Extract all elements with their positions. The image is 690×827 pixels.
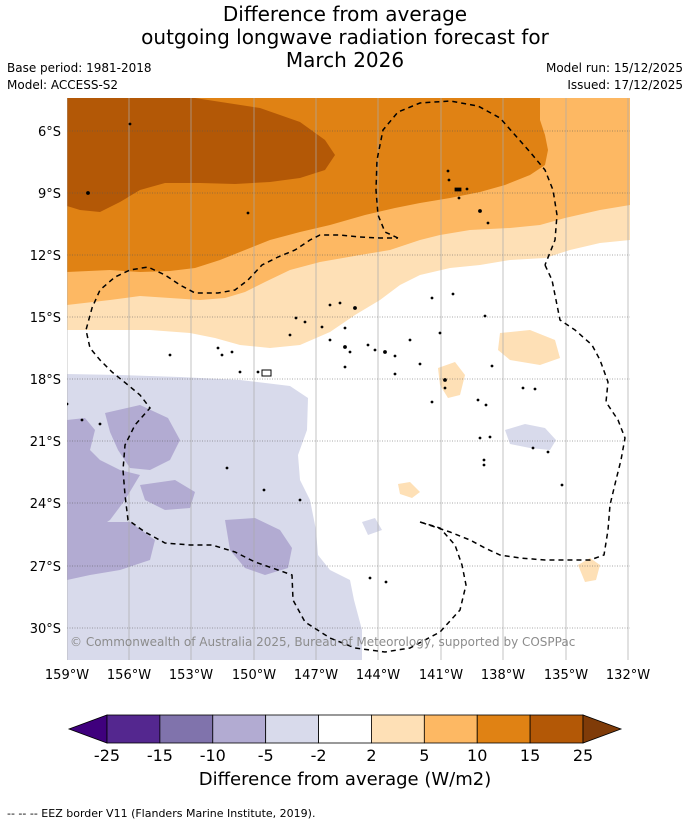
lon-label-141w: 141°W <box>419 668 463 683</box>
colorbar-segment <box>476 714 531 744</box>
eez-legend: -- -- -- EEZ border V11 (Flanders Marine… <box>7 807 316 820</box>
title-line-3: March 2026 <box>285 48 405 72</box>
contour-neg5-neg10-c <box>140 480 195 510</box>
colorbar-tick-label: 2 <box>366 746 376 765</box>
colorbar-tick-label: -5 <box>258 746 274 765</box>
map-area: © Commonwealth of Australia 2025, Bureau… <box>67 98 630 660</box>
copyright-text: © Commonwealth of Australia 2025, Bureau… <box>70 635 575 649</box>
colorbar-tick-label: 10 <box>467 746 487 765</box>
issued-date: Issued: 17/12/2025 <box>567 78 683 92</box>
colorbar-tick-label: -25 <box>94 746 120 765</box>
colorbar-label: Difference from average (W/m2) <box>198 769 492 790</box>
colorbar-tick-label: 25 <box>573 746 593 765</box>
contour-neg5-neg10-e <box>225 518 292 575</box>
colorbar: -25 -15 -10 -5 -2 2 5 10 15 25 <box>67 714 623 765</box>
model-run: Model run: 15/12/2025 <box>545 61 683 75</box>
lon-label-147w: 147°W <box>294 668 338 683</box>
meta-right: Model run: 15/12/2025 Issued: 17/12/2025 <box>546 60 683 94</box>
colorbar-segment <box>212 714 267 744</box>
colorbar-tick-label: -10 <box>200 746 226 765</box>
colorbar-tick-label: 5 <box>419 746 429 765</box>
lon-label-153w: 153°W <box>169 668 213 683</box>
contour-2-5-patch-a <box>498 330 560 365</box>
contour-2-5-patch-d <box>578 558 600 582</box>
lat-label-15s: 15°S <box>30 311 61 326</box>
colorbar-segment <box>159 714 214 744</box>
contour-neg2-patch-east <box>505 424 556 450</box>
contour-neg2-patch-mid <box>362 518 382 535</box>
colorbar-segment <box>423 714 478 744</box>
colorbar-arrow-high <box>582 714 623 744</box>
colorbar-segment <box>371 714 425 744</box>
title-line-2: outgoing longwave radiation forecast for <box>141 25 549 49</box>
colorbar-segment <box>529 714 584 744</box>
colorbar-segment <box>106 714 161 744</box>
contour-neg5-neg10-a <box>67 418 140 540</box>
lon-label-159w: 159°W <box>45 668 89 683</box>
lon-label-135w: 135°W <box>544 668 588 683</box>
colorbar-segment <box>265 714 319 744</box>
contour-15-25 <box>67 98 335 212</box>
colorbar-tick-label: -15 <box>147 746 173 765</box>
colorbar-segment <box>318 714 372 744</box>
eez-borders <box>85 100 626 653</box>
model-name: Model: ACCESS-S2 <box>7 78 119 92</box>
contour-neg5-neg10-d <box>67 522 155 580</box>
chart-title: Difference from average outgoing longwav… <box>0 3 690 72</box>
lat-label-18s: 18°S <box>30 373 61 388</box>
lat-label-24s: 24°S <box>30 497 61 512</box>
lat-label-12s: 12°S <box>30 249 61 264</box>
lat-labels: 6°S 9°S 12°S 15°S 18°S 21°S 24°S 27°S 30… <box>30 125 61 637</box>
lat-label-30s: 30°S <box>30 622 61 637</box>
colorbar-arrow-low <box>67 714 108 744</box>
colorbar-tick-label: 15 <box>520 746 540 765</box>
lat-label-6s: 6°S <box>38 125 61 140</box>
meta-left: Base period: 1981-2018 Model: ACCESS-S2 <box>7 60 152 94</box>
lat-label-21s: 21°S <box>30 435 61 450</box>
islands <box>67 122 564 584</box>
meridians <box>67 98 629 660</box>
island-outline <box>261 369 272 377</box>
lon-label-138w: 138°W <box>481 668 525 683</box>
colorbar-tick-label: -2 <box>311 746 327 765</box>
title-line-1: Difference from average <box>222 2 468 26</box>
lon-label-156w: 156°W <box>107 668 151 683</box>
lat-label-27s: 27°S <box>30 560 61 575</box>
lon-label-132w: 132°W <box>606 668 650 683</box>
base-period: Base period: 1981-2018 <box>7 61 152 75</box>
lon-label-144w: 144°W <box>356 668 400 683</box>
lat-label-9s: 9°S <box>38 187 61 202</box>
lon-label-150w: 150°W <box>232 668 276 683</box>
lon-labels: 159°W 156°W 153°W 150°W 147°W 144°W 141°… <box>45 668 650 683</box>
contour-2-5-patch-c <box>398 482 420 498</box>
